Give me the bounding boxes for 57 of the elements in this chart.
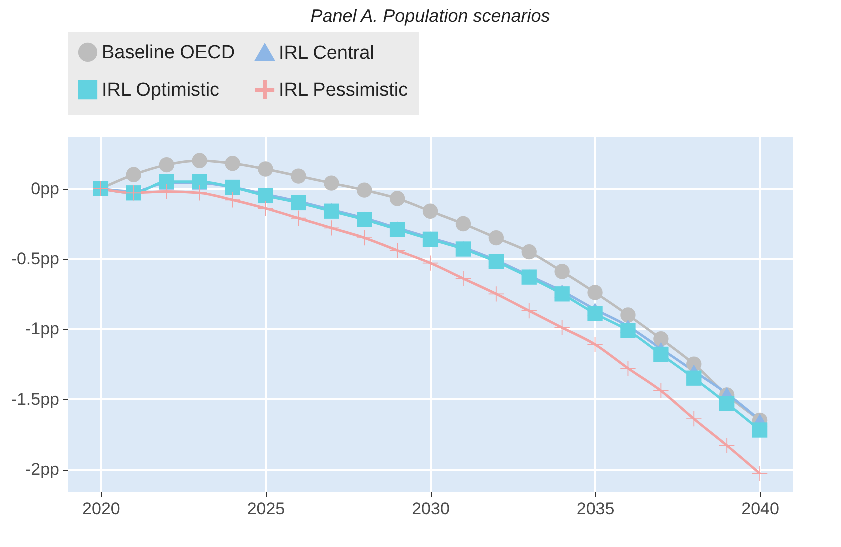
point [522, 270, 537, 285]
point [225, 156, 240, 172]
legend-label: Baseline OECD [102, 42, 236, 64]
point [720, 396, 735, 412]
point [456, 216, 472, 232]
point [159, 157, 174, 173]
point [456, 242, 472, 257]
point [588, 285, 603, 300]
legend-label: IRL Optimistic [102, 80, 220, 101]
point [686, 370, 702, 386]
point [654, 383, 669, 399]
y-tick-label: -0.5pp [11, 250, 60, 269]
x-tick-label: 2035 [576, 500, 615, 518]
chart-title: Panel A. Population scenarios [310, 6, 550, 26]
point [390, 243, 406, 258]
point [258, 162, 274, 177]
point [126, 167, 142, 182]
point [488, 286, 504, 302]
legend-label: IRL Central [279, 43, 374, 64]
point [620, 323, 636, 338]
point [291, 210, 306, 226]
point [522, 244, 537, 260]
x-tick-label: 2020 [82, 500, 120, 518]
point [422, 232, 438, 248]
y-tick-label: 0pp [31, 179, 60, 198]
point [357, 230, 372, 246]
point [357, 182, 372, 198]
point [654, 331, 669, 347]
point [422, 204, 438, 219]
y-tick-label: -1pp [25, 320, 60, 339]
point [588, 306, 603, 322]
point [192, 153, 208, 168]
point [390, 222, 406, 238]
legend-label: IRL Pessimistic [279, 80, 408, 101]
point [324, 176, 340, 191]
x-tick-label: 2025 [247, 500, 286, 518]
point [192, 174, 208, 190]
point [159, 174, 174, 190]
x-tick-label: 2030 [412, 500, 450, 518]
point [752, 422, 768, 438]
y-tick-label: -2pp [25, 460, 60, 480]
point [720, 438, 735, 454]
point [620, 308, 636, 323]
x-tick-label: 2040 [742, 500, 780, 518]
point [654, 346, 669, 362]
point [357, 212, 372, 228]
point [554, 264, 570, 280]
point [291, 195, 306, 211]
point [554, 286, 570, 302]
point [488, 230, 504, 246]
point [522, 303, 537, 319]
point [390, 191, 406, 206]
point [291, 168, 306, 184]
point [686, 411, 702, 427]
point [554, 320, 570, 336]
point [258, 188, 274, 204]
y-tick-label: -1.5pp [11, 390, 60, 409]
